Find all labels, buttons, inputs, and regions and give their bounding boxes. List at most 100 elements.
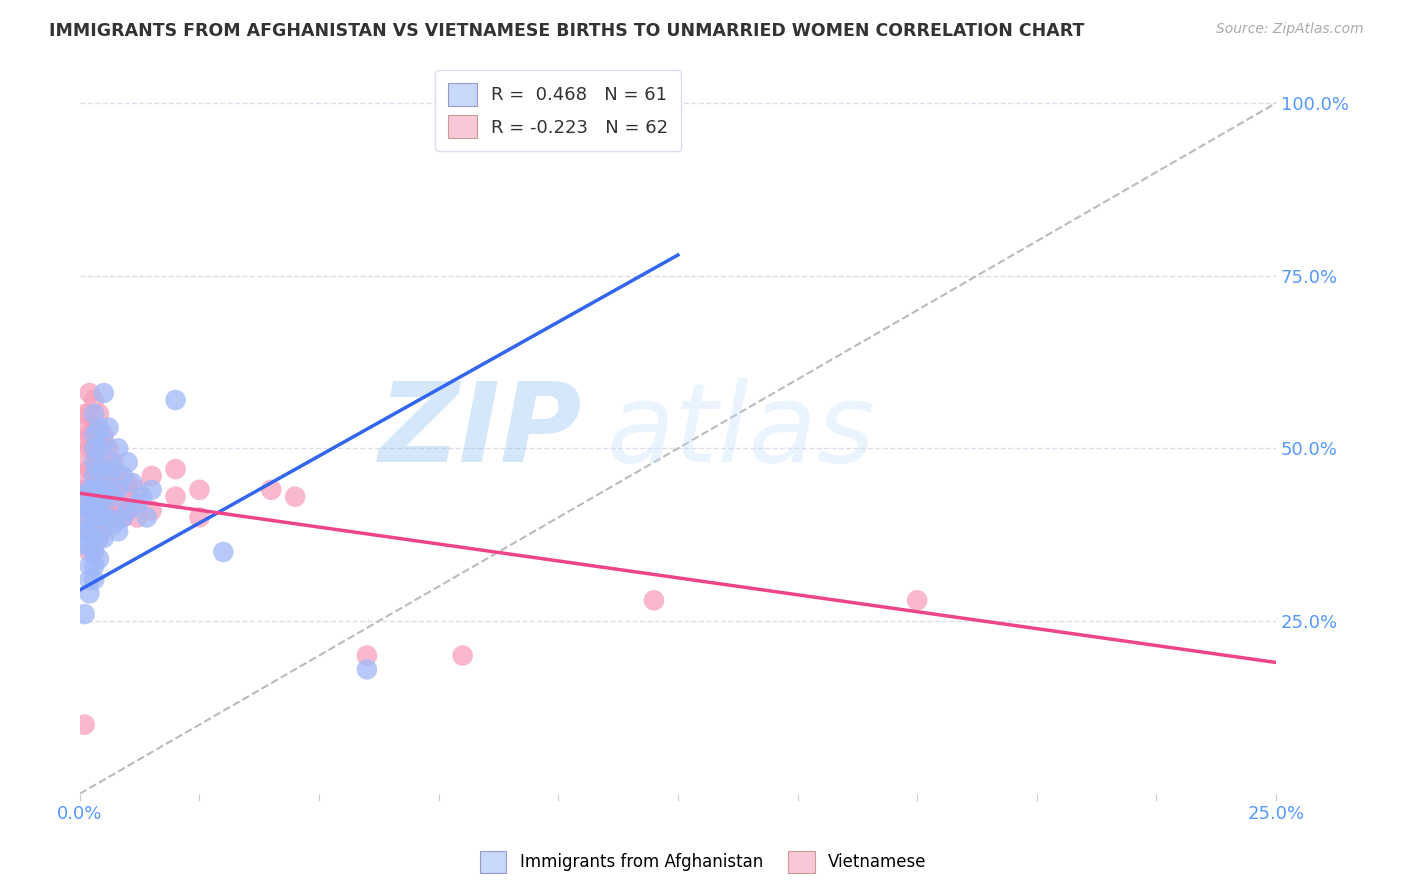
Point <box>93 469 115 483</box>
Point <box>905 593 928 607</box>
Point <box>73 420 96 434</box>
Point <box>83 573 105 587</box>
Point <box>121 475 143 490</box>
Point <box>83 510 105 524</box>
Point <box>83 469 105 483</box>
Point <box>83 524 105 539</box>
Point <box>87 407 110 421</box>
Point <box>117 475 139 490</box>
Point <box>87 531 110 545</box>
Point <box>79 558 101 573</box>
Point <box>97 497 120 511</box>
Point <box>83 503 105 517</box>
Point <box>87 552 110 566</box>
Point <box>131 490 153 504</box>
Point <box>127 497 149 511</box>
Point <box>356 662 378 676</box>
Point <box>93 531 115 545</box>
Text: atlas: atlas <box>606 377 875 484</box>
Text: Source: ZipAtlas.com: Source: ZipAtlas.com <box>1216 22 1364 37</box>
Legend: Immigrants from Afghanistan, Vietnamese: Immigrants from Afghanistan, Vietnamese <box>472 845 934 880</box>
Point <box>79 538 101 552</box>
Point <box>107 483 129 497</box>
Point <box>79 524 101 539</box>
Point <box>111 510 134 524</box>
Point <box>73 434 96 449</box>
Point <box>83 531 105 545</box>
Point <box>97 420 120 434</box>
Point <box>117 503 139 517</box>
Point <box>103 462 125 476</box>
Point <box>93 517 115 532</box>
Point <box>97 455 120 469</box>
Point <box>79 545 101 559</box>
Point <box>73 510 96 524</box>
Point <box>73 455 96 469</box>
Point <box>83 545 105 559</box>
Point <box>87 442 110 456</box>
Point <box>79 573 101 587</box>
Point <box>97 510 120 524</box>
Point <box>83 427 105 442</box>
Point <box>83 497 105 511</box>
Point <box>111 483 134 497</box>
Legend: R =  0.468   N = 61, R = -0.223   N = 62: R = 0.468 N = 61, R = -0.223 N = 62 <box>436 70 681 151</box>
Point <box>93 490 115 504</box>
Point <box>97 469 120 483</box>
Point <box>87 531 110 545</box>
Point <box>87 469 110 483</box>
Point <box>87 510 110 524</box>
Point <box>121 497 143 511</box>
Point <box>97 483 120 497</box>
Point <box>87 462 110 476</box>
Point <box>93 386 115 401</box>
Point <box>165 462 187 476</box>
Point <box>83 455 105 469</box>
Point <box>79 483 101 497</box>
Point <box>79 503 101 517</box>
Point <box>103 517 125 532</box>
Point <box>451 648 474 663</box>
Point <box>73 490 96 504</box>
Point <box>79 524 101 539</box>
Point <box>107 469 129 483</box>
Point <box>73 483 96 497</box>
Point <box>93 434 115 449</box>
Point <box>87 510 110 524</box>
Point <box>284 490 307 504</box>
Point <box>79 483 101 497</box>
Point <box>93 462 115 476</box>
Point <box>97 442 120 456</box>
Point <box>83 442 105 456</box>
Point <box>73 717 96 731</box>
Point <box>127 483 149 497</box>
Point <box>87 434 110 449</box>
Point <box>127 510 149 524</box>
Point <box>212 545 235 559</box>
Point <box>103 510 125 524</box>
Point <box>79 497 101 511</box>
Point <box>87 483 110 497</box>
Point <box>107 524 129 539</box>
Point <box>83 407 105 421</box>
Point <box>79 386 101 401</box>
Point <box>165 392 187 407</box>
Point <box>93 490 115 504</box>
Point <box>87 420 110 434</box>
Point <box>111 469 134 483</box>
Point <box>93 427 115 442</box>
Point <box>73 469 96 483</box>
Point <box>93 510 115 524</box>
Point <box>111 510 134 524</box>
Text: IMMIGRANTS FROM AFGHANISTAN VS VIETNAMESE BIRTHS TO UNMARRIED WOMEN CORRELATION : IMMIGRANTS FROM AFGHANISTAN VS VIETNAMES… <box>49 22 1084 40</box>
Point <box>79 407 101 421</box>
Point <box>165 490 187 504</box>
Point <box>73 524 96 539</box>
Point <box>83 483 105 497</box>
Point <box>260 483 283 497</box>
Point <box>117 503 139 517</box>
Point <box>117 455 139 469</box>
Point <box>103 483 125 497</box>
Point <box>79 427 101 442</box>
Point <box>83 392 105 407</box>
